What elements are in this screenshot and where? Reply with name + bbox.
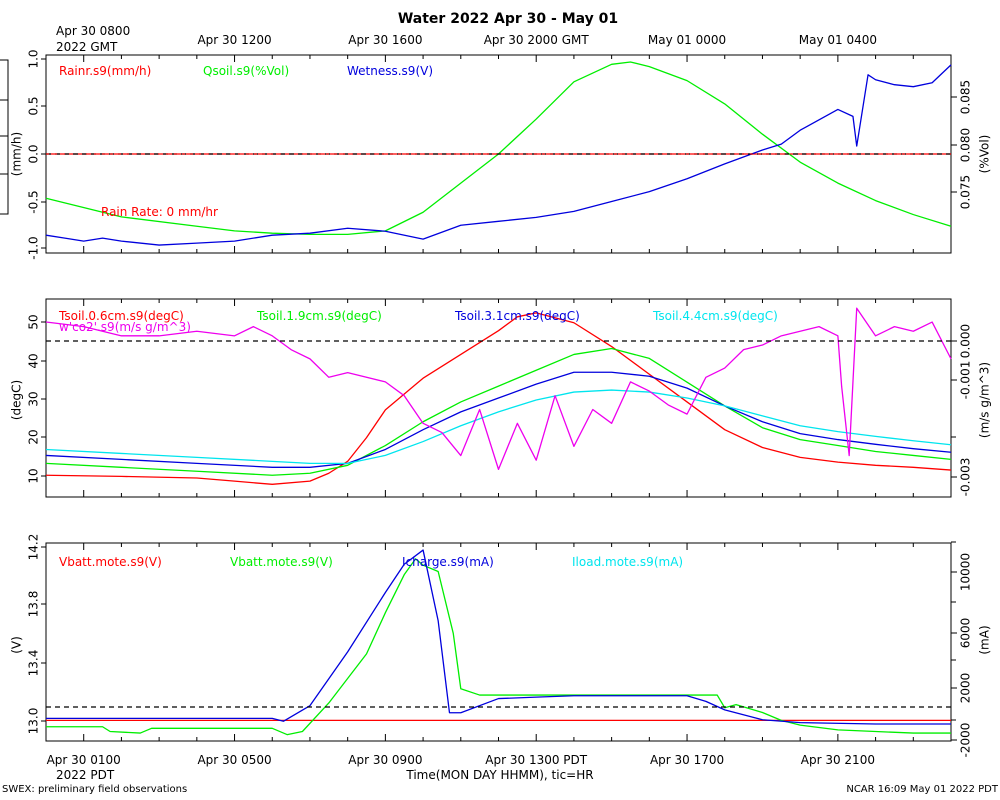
chart-panels: 1.0 0.5 0.0 -0.5 -1.0 (mm/h) 0.085 0.080 0.075 (%… bbox=[10, 49, 992, 757]
left-tick-label: 10 bbox=[27, 468, 41, 483]
right-tick-label: 6000 bbox=[959, 618, 973, 649]
legend-entry: Vbatt.mote.s9(V) bbox=[230, 555, 333, 569]
left-tick-label: 20 bbox=[27, 429, 41, 444]
legend-entry: Tsoil.4.4cm.s9(degC) bbox=[652, 309, 778, 323]
right-tick-label: 0.085 bbox=[959, 80, 973, 114]
chart-title: Water 2022 Apr 30 - May 01 bbox=[398, 11, 618, 27]
right-tick-label: -0.001 bbox=[959, 361, 973, 400]
left-tick-label: 40 bbox=[27, 353, 41, 368]
series-line-blue bbox=[46, 549, 951, 725]
bottom-time-label: Apr 30 2100 bbox=[801, 753, 875, 767]
bottom-time-axis: Apr 30 0100 Apr 30 0500 Apr 30 0900 Apr 30 … bbox=[47, 753, 875, 767]
power-panel: 14.2 13.8 13.4 13.0 (V) 10000 6000 2000 -2000 (mA… bbox=[10, 534, 992, 758]
bottom-time-label: Apr 30 1300 PDT bbox=[485, 753, 587, 767]
series-line-blue bbox=[45, 64, 952, 246]
legend-entry: Tsoil.3.1cm.s9(degC) bbox=[454, 309, 580, 323]
top-year-label: 2022 GMT bbox=[56, 40, 118, 54]
left-tick-label: 30 bbox=[27, 391, 41, 406]
left-tick-label: 0.0 bbox=[27, 144, 41, 163]
footer-left-note: SWEX: preliminary field observations bbox=[2, 784, 187, 795]
right-axis-label: (m/s g/m^3) bbox=[978, 362, 992, 438]
top-time-label: Apr 30 1600 bbox=[348, 33, 422, 47]
top-time-label: May 01 0400 bbox=[799, 33, 877, 47]
legend-entry: Icharge.s9(mA) bbox=[402, 555, 494, 569]
right-tick-label: 0.000 bbox=[959, 324, 973, 358]
legend-entry: w'co2'.s9(m/s g/m^3) bbox=[59, 320, 191, 334]
plot-frame bbox=[45, 542, 952, 742]
left-axis-label: (mm/h) bbox=[10, 132, 24, 176]
left-axis-label: (V) bbox=[10, 636, 24, 654]
bottom-time-label: Apr 30 0500 bbox=[197, 753, 271, 767]
top-time-label: Apr 30 2000 GMT bbox=[484, 33, 590, 47]
left-tick-label: -0.5 bbox=[27, 190, 41, 213]
left-tick-label: 14.2 bbox=[27, 534, 41, 561]
legend-entry: Vbatt.mote.s9(V) bbox=[59, 555, 162, 569]
top-time-axis: Apr 30 0800 Apr 30 1200 Apr 30 1600 Apr 30 … bbox=[56, 24, 877, 47]
left-tick-label: 0.5 bbox=[27, 96, 41, 115]
rain-rate-annotation: Rain Rate: 0 mm/hr bbox=[101, 205, 218, 219]
left-tick-label: 13.0 bbox=[27, 708, 41, 735]
bottom-time-label: Apr 30 0100 bbox=[47, 753, 121, 767]
decorative-side-brackets bbox=[0, 59, 9, 215]
series-line-green bbox=[45, 61, 952, 236]
series-line-green bbox=[45, 347, 952, 476]
right-tick-label: 0.075 bbox=[959, 175, 973, 209]
right-tick-label: -0.003 bbox=[959, 458, 973, 497]
legend-entry: Iload.mote.s9(mA) bbox=[572, 555, 683, 569]
left-axis-label: (degC) bbox=[10, 380, 24, 420]
series-line-magenta bbox=[45, 307, 952, 471]
x-axis-label: Time(MON DAY HHMM), tic=HR bbox=[405, 768, 593, 782]
right-tick-label: -2000 bbox=[959, 723, 973, 758]
footer-timestamp: NCAR 16:09 May 01 2022 PDT bbox=[846, 784, 999, 795]
top-time-label: Apr 30 0800 bbox=[56, 24, 130, 38]
right-axis-label: (%Vol) bbox=[978, 135, 992, 174]
series-line-blue bbox=[45, 371, 952, 468]
top-time-label: May 01 0000 bbox=[648, 33, 726, 47]
series-line-cyan bbox=[45, 389, 952, 464]
right-tick-label: 2000 bbox=[959, 673, 973, 704]
legend-entry: Tsoil.0.6cm.s9(degC) bbox=[58, 309, 184, 323]
series-line-green bbox=[46, 558, 951, 736]
top-time-label: Apr 30 1200 bbox=[197, 33, 271, 47]
right-tick-label: 0.080 bbox=[959, 128, 973, 162]
water-panel: 1.0 0.5 0.0 -0.5 -1.0 (mm/h) 0.085 0.080 0.075 (%… bbox=[10, 49, 992, 259]
bottom-time-label: Apr 30 0900 bbox=[348, 753, 422, 767]
right-tick-label: 10000 bbox=[959, 553, 973, 591]
soil-temperature-panel: 50 40 30 20 10 (degC) 0.000 -0.001 -0.003 (m/s g/… bbox=[10, 298, 992, 498]
legend-entry: Wetness.s9(V) bbox=[347, 64, 433, 78]
right-axis-label: (mA) bbox=[978, 625, 992, 654]
bottom-year-label: 2022 PDT bbox=[56, 768, 115, 782]
left-tick-label: 1.0 bbox=[27, 49, 41, 68]
legend-entry: Rainr.s9(mm/h) bbox=[59, 64, 151, 78]
legend-entry: Qsoil.s9(%Vol) bbox=[203, 64, 289, 78]
bottom-time-label: Apr 30 1700 bbox=[650, 753, 724, 767]
left-tick-label: 50 bbox=[27, 314, 41, 329]
left-tick-label: -1.0 bbox=[27, 236, 41, 259]
left-tick-label: 13.8 bbox=[27, 591, 41, 618]
legend-entry: Tsoil.1.9cm.s9(degC) bbox=[256, 309, 382, 323]
series-line-red bbox=[45, 312, 952, 485]
left-tick-label: 13.4 bbox=[27, 650, 41, 677]
